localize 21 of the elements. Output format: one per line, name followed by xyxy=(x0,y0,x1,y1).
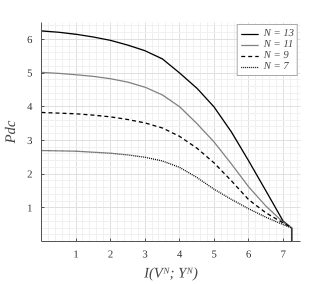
y-tick-label: 6 xyxy=(27,34,34,46)
legend-label: N = 9 xyxy=(264,50,289,61)
legend-label: N = 11 xyxy=(264,39,294,50)
y-tick-label: 1 xyxy=(27,203,32,214)
line-series xyxy=(42,30,293,242)
line-series xyxy=(42,72,293,229)
x-tick-label: 3 xyxy=(142,250,148,260)
x-tick-label: 4 xyxy=(176,250,183,260)
y-axis-title: Pdc xyxy=(3,120,20,144)
x-tick-label: 7 xyxy=(280,250,287,260)
x-axis-title: I(Vᴺ; Yᴺ) xyxy=(143,266,198,282)
y-tick-label: 5 xyxy=(27,68,32,80)
y-tick-label: 3 xyxy=(27,136,32,147)
x-tick-label: 2 xyxy=(108,250,114,260)
x-tick-label: 1 xyxy=(73,250,79,260)
x-tick-label: 5 xyxy=(212,250,217,260)
legend-label: N = 13 xyxy=(264,28,294,39)
legend-label: N = 7 xyxy=(264,61,289,72)
y-tick-label: 4 xyxy=(27,102,34,114)
x-tick-label: 6 xyxy=(246,250,252,260)
y-tick-label: 2 xyxy=(27,170,32,181)
